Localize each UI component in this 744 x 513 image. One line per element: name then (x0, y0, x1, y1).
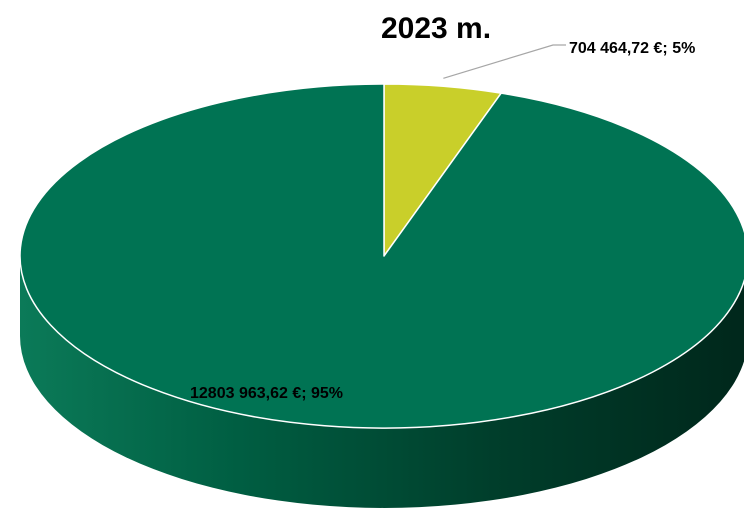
leader-line (443, 44, 566, 79)
pie-side (20, 256, 744, 508)
data-label-small: 704 464,72 €; 5% (569, 40, 695, 57)
pie-side-wall (20, 256, 744, 508)
pie-top (19, 83, 744, 429)
label-layer: 2023 m. 704 464,72 €; 5% 12803 963,62 €; … (190, 12, 695, 402)
chart-title: 2023 m. (381, 12, 491, 45)
pie-slice-large (19, 83, 744, 429)
data-label-large: 12803 963,62 €; 95% (190, 385, 343, 402)
